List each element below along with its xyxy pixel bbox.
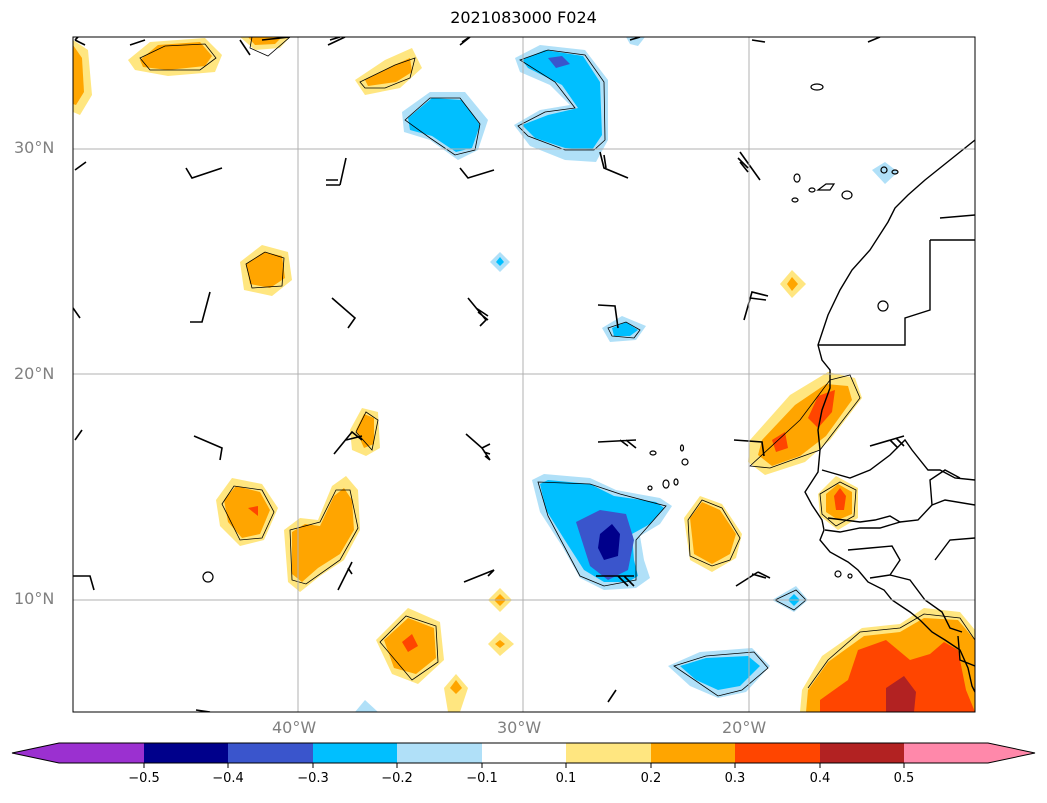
contour-fill [73, 45, 84, 105]
contour-fill [886, 676, 916, 712]
colorbar-segment [144, 743, 228, 763]
contour-fill [355, 700, 378, 712]
colorbar-segment [904, 743, 988, 763]
contour-fill [402, 634, 418, 652]
colorbar-tick-label: 0.3 [724, 771, 746, 786]
colorbar-tick-label: −0.5 [128, 771, 160, 786]
colorbar-max-extend [988, 743, 1035, 763]
lon-label-20w: 20°W [722, 718, 767, 737]
contour-fill [690, 502, 736, 564]
colorbar-tick-label: 0.1 [555, 771, 577, 786]
filled-contours [73, 37, 975, 712]
contour-fill [820, 640, 975, 712]
lat-label-10n: 10°N [14, 589, 55, 608]
colorbar-tick-label: −0.1 [466, 771, 498, 786]
colorbar-segment [735, 743, 820, 763]
contour-fill [292, 488, 354, 582]
contour-fill [522, 50, 602, 150]
colorbar-tick-label: 0.2 [640, 771, 662, 786]
lat-label-30n: 30°N [14, 138, 55, 157]
contour-fill [680, 656, 760, 690]
map-plot-area [73, 37, 975, 712]
contour-fill [808, 390, 835, 428]
contour-fill [548, 56, 570, 68]
colorbar-min-extend [12, 743, 59, 763]
contour-lines [139, 37, 975, 697]
colorbar-segment [59, 743, 144, 763]
coastline [804, 139, 975, 693]
lon-label-30w: 30°W [497, 718, 542, 737]
contour-fill [248, 506, 258, 516]
contour-fill [450, 680, 462, 694]
contour-fill [598, 524, 620, 560]
contour-fill [495, 640, 505, 648]
colorbar-tick-label: 0.4 [809, 771, 831, 786]
colorbar-segment [820, 743, 904, 763]
colorbar-segment [566, 743, 651, 763]
colorbar-segment [397, 743, 482, 763]
contour-fill [772, 432, 788, 452]
map-frame [72, 36, 976, 713]
colorbar-segment [228, 743, 313, 763]
colorbar-segment [313, 743, 397, 763]
gridlines [73, 37, 975, 712]
contour-fill [496, 257, 504, 266]
contour-fill [246, 252, 285, 288]
contour-fill [834, 488, 846, 510]
colorbar-tick-label: −0.2 [381, 771, 413, 786]
colorbar-tick-label: 0.5 [893, 771, 915, 786]
wind-barbs [73, 37, 905, 712]
map-title: 2021083000 F024 [450, 8, 597, 27]
colorbar-outline [11, 742, 1036, 764]
contour-fill [408, 98, 480, 152]
contour-fill [224, 486, 270, 538]
colorbar-segment [482, 743, 566, 763]
contour-fill [787, 277, 798, 291]
colorbar-tick-label: −0.3 [297, 771, 329, 786]
contour-fill [365, 58, 412, 86]
colorbar-tick-label: −0.4 [212, 771, 244, 786]
colorbar-segment [651, 743, 735, 763]
lon-label-40w: 40°W [272, 718, 317, 737]
islands [202, 83, 899, 583]
colorbar [11, 742, 1036, 768]
lat-label-20n: 20°N [14, 364, 55, 383]
contour-fill [612, 322, 638, 336]
colorbar-ticks [143, 763, 905, 768]
